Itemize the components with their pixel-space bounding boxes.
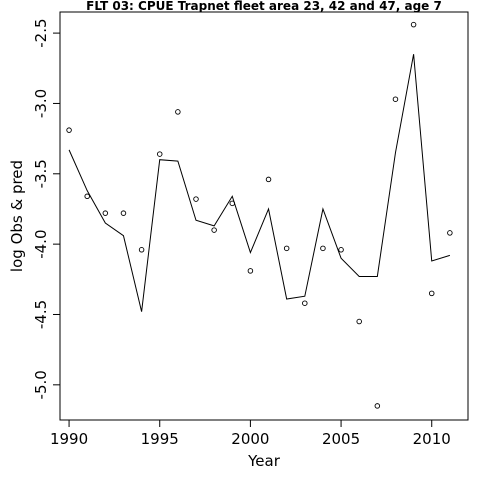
observed-point (229, 200, 236, 207)
observed-point (138, 247, 145, 253)
x-axis: 1990 1995 2000 2005 2010 (50, 420, 451, 448)
y-tick-label: -4.0 (32, 229, 50, 258)
x-tick-label: 1995 (141, 430, 179, 448)
observed-point (302, 300, 308, 306)
y-tick-label: -2.5 (32, 18, 50, 47)
y-axis: -5.0 -4.5 -4.0 -3.5 -3.0 -2.5 (32, 18, 60, 399)
y-tick-label: -3.5 (32, 159, 50, 188)
y-tick-label: -5.0 (32, 370, 50, 399)
observed-point (211, 227, 217, 233)
predicted-line (68, 54, 451, 312)
y-tick-label: -4.5 (32, 300, 50, 329)
x-tick-label: 2005 (322, 430, 360, 448)
observed-point (374, 403, 381, 409)
observed-point (392, 96, 399, 102)
observed-point (428, 290, 435, 297)
observed-point (265, 176, 272, 183)
observed-point (102, 210, 109, 216)
observed-point (175, 109, 181, 115)
observed-point (410, 21, 417, 28)
observed-point (120, 210, 127, 216)
x-tick-label: 2010 (413, 430, 451, 448)
observed-series (66, 21, 453, 409)
observed-point (84, 193, 90, 200)
observed-point (356, 318, 362, 325)
y-axis-label: log Obs & pred (8, 160, 26, 272)
x-axis-label: Year (247, 452, 281, 470)
chart-title: FLT 03: CPUE Trapnet fleet area 23, 42 a… (86, 0, 442, 13)
observed-point (193, 196, 199, 202)
observed-point (447, 230, 453, 236)
observed-point (320, 245, 326, 252)
observed-point (338, 247, 344, 253)
x-tick-label: 1990 (50, 430, 88, 448)
y-tick-label: -3.0 (32, 89, 50, 118)
predicted-series (68, 54, 451, 312)
observed-point (156, 151, 163, 157)
x-tick-label: 2000 (231, 430, 269, 448)
plot-frame (59, 11, 469, 421)
observed-point (283, 245, 290, 252)
observed-point (66, 127, 72, 133)
observed-point (247, 268, 254, 274)
